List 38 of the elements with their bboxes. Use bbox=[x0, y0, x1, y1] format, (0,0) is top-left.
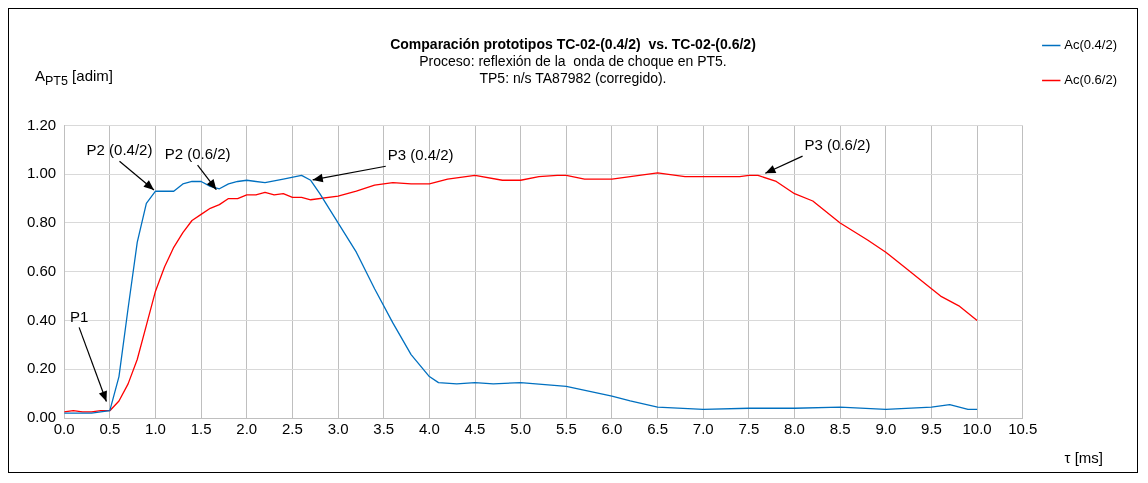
x-tick-label: 9.0 bbox=[875, 420, 897, 438]
x-tick-label: 5.5 bbox=[555, 420, 577, 438]
y-tick-label: 0.60 bbox=[26, 261, 57, 279]
x-tick-label: 1.0 bbox=[145, 420, 166, 438]
x-tick-label: 3.0 bbox=[327, 420, 349, 438]
x-tick-label: 0.5 bbox=[99, 420, 121, 438]
x-tick-label: 5.0 bbox=[510, 420, 532, 438]
x-tick-label: 8.0 bbox=[784, 420, 805, 438]
y-tick-label: 0.20 bbox=[26, 359, 57, 377]
annotation: P3 (0.4/2) bbox=[387, 146, 454, 164]
annotation: P1 bbox=[69, 307, 89, 325]
x-tick-label: 2.5 bbox=[281, 420, 303, 438]
x-axis-title: τ [ms] bbox=[1064, 449, 1103, 466]
x-tick-label: 3.5 bbox=[373, 420, 395, 438]
annotation: P2 (0.6/2) bbox=[164, 145, 231, 163]
y-tick-label: 0.80 bbox=[26, 213, 57, 231]
x-tick-label: 4.5 bbox=[464, 420, 486, 438]
x-tick-label: 7.0 bbox=[692, 420, 714, 438]
chart-subtitle: Proceso: reflexión de la onda de choque en PT5. TP5: n/s TA87982 (corregido). bbox=[419, 53, 727, 86]
y-tick-label: 1.20 bbox=[26, 115, 57, 133]
x-tick-label: 9.5 bbox=[921, 420, 942, 438]
x-tick-label: 1.5 bbox=[190, 420, 212, 438]
y-tick-label: 0.40 bbox=[26, 310, 57, 328]
legend-label: Ac(0.6/2) bbox=[1064, 72, 1118, 88]
x-tick-label: 2.0 bbox=[236, 420, 258, 438]
x-tick-label: 10.0 bbox=[962, 420, 992, 438]
annotation: P2 (0.4/2) bbox=[86, 141, 153, 159]
x-tick-label: 6.5 bbox=[647, 420, 669, 438]
x-tick-label: 6.0 bbox=[601, 420, 623, 438]
annotation: P3 (0.6/2) bbox=[804, 136, 871, 154]
x-tick-label: 10.5 bbox=[1008, 420, 1038, 438]
y-tick-label: 1.00 bbox=[26, 164, 57, 182]
x-tick-label: 8.5 bbox=[829, 420, 851, 438]
x-tick-label: 4.0 bbox=[418, 420, 440, 438]
chart-title: Comparación prototipos TC-02-(0.4/2) vs. TC-02-(0.6/2) bbox=[390, 36, 756, 53]
x-tick-label: 7.5 bbox=[738, 420, 760, 438]
y-axis-title: A$_{PT5}$ [adim] bbox=[35, 67, 113, 88]
legend-label: Ac(0.4/2) bbox=[1064, 37, 1118, 53]
